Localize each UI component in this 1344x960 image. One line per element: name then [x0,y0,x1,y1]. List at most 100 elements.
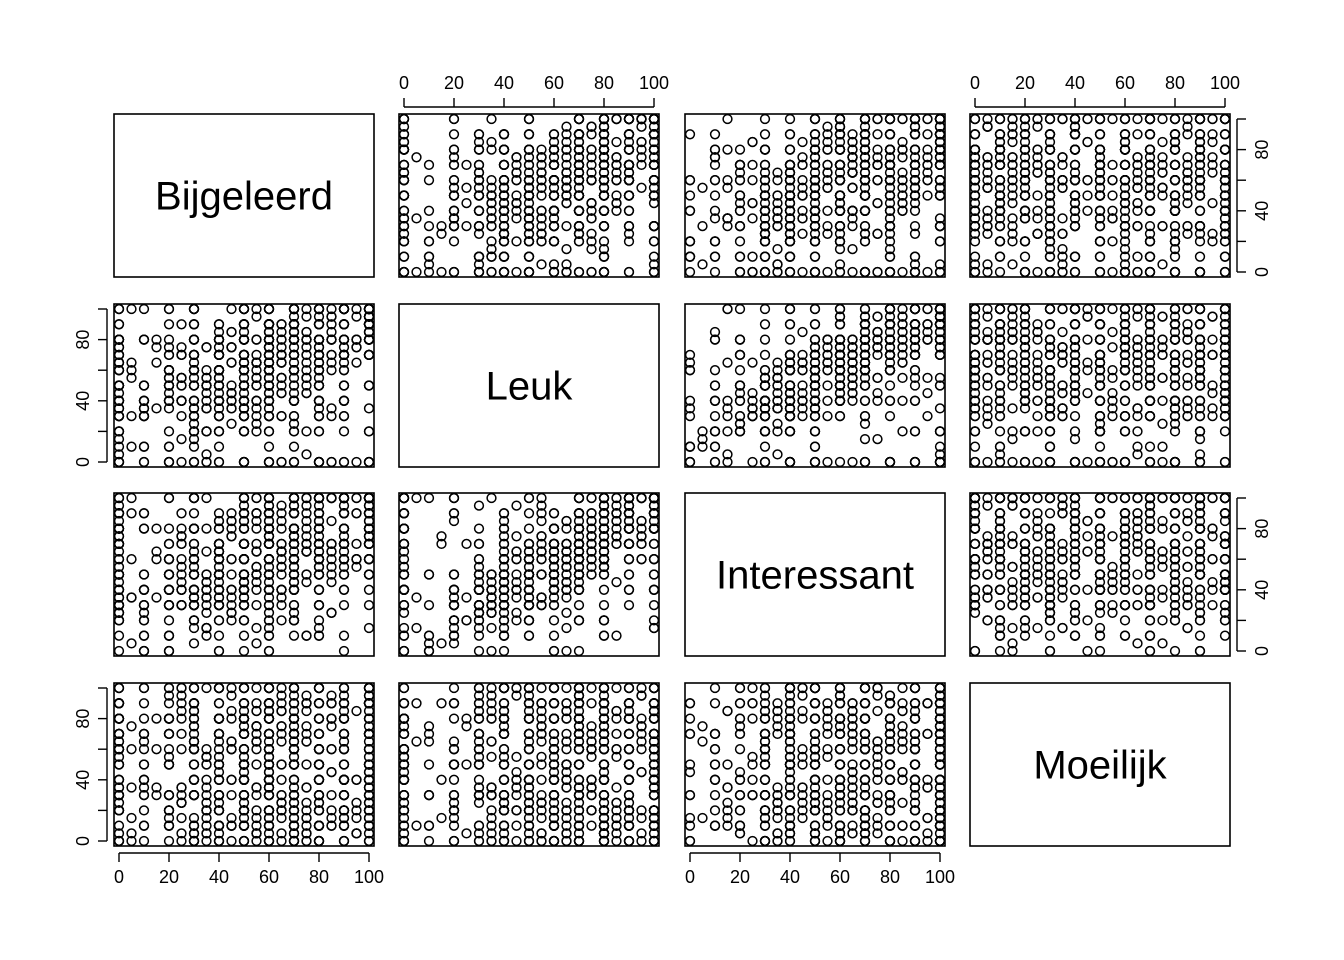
diagonal-panel-bijgeleerd: Bijgeleerd [113,113,375,278]
data-point [648,152,660,163]
data-point [969,113,981,125]
data-point [423,251,435,262]
data-point [398,236,410,247]
data-point [461,197,472,209]
data-point [498,266,510,278]
data-point [722,357,733,368]
data-point [498,220,510,232]
data-point [523,213,535,224]
data-point [473,136,485,148]
data-point [536,190,547,201]
data-point [586,228,597,239]
data-point [784,334,796,345]
data-point [797,326,808,338]
data-point [213,441,225,452]
data-point [1107,303,1118,315]
data-point [511,205,522,216]
data-point [498,129,510,140]
data-point [909,228,921,239]
data-point [138,303,150,315]
data-point [201,426,212,437]
data-point [338,303,350,315]
data-point [872,175,883,186]
data-point [598,159,610,171]
data-point [784,266,796,278]
data-point [1157,395,1168,406]
data-point [188,319,200,330]
data-point [859,395,871,406]
data-point [1132,220,1143,232]
data-point [1019,266,1031,278]
data-point [759,334,771,345]
data-point [1107,159,1118,171]
data-point [548,205,560,216]
data-point [511,175,522,186]
data-point [623,129,635,140]
data-point [498,236,510,247]
data-point [473,251,485,262]
data-point [288,456,300,468]
data-point [994,251,1006,262]
data-point [648,129,660,140]
data-point [859,433,871,445]
data-point [448,220,460,232]
data-point [498,251,510,262]
data-point [1157,418,1168,429]
data-point [623,228,635,239]
data-point [486,197,497,209]
data-point [909,220,921,232]
data-point [586,159,597,171]
data-point [586,167,597,178]
data-point [238,426,250,437]
data-point [994,266,1006,278]
data-point [523,167,535,178]
data-point [648,190,660,201]
data-point [611,175,622,186]
data-point [423,220,435,232]
data-point [536,182,547,193]
data-point [523,220,535,232]
data-point [1057,213,1068,224]
data-point [1144,205,1156,216]
data-point [598,167,610,178]
data-point [486,251,497,262]
data-point [398,144,410,155]
data-point [648,113,660,125]
data-point [213,456,225,468]
data-point [772,243,783,255]
data-point [411,213,422,224]
data-point [536,236,547,247]
data-point [586,213,597,224]
data-point [561,136,572,148]
data-point [138,380,150,391]
data-point [922,129,933,140]
data-point [598,182,610,193]
data-point [897,395,908,406]
data-point [473,144,485,155]
scatter-panel-leuk-vs-interessant [684,303,946,468]
data-point [611,113,622,125]
data-point [784,113,796,125]
data-point [1144,113,1156,125]
data-point [498,197,510,209]
data-point [623,220,635,232]
data-point [398,121,410,132]
data-point [636,113,647,125]
data-point [797,136,808,148]
data-point [1207,113,1218,125]
data-point [822,380,833,391]
data-point [548,175,560,186]
data-point [548,190,560,201]
data-point [263,456,275,468]
data-point [611,136,622,148]
data-point [188,456,200,468]
data-point [398,205,410,216]
data-point [561,129,572,140]
data-point [822,395,833,406]
data-point [709,426,721,437]
data-point [263,303,275,315]
data-point [1007,403,1018,414]
data-point [747,266,758,278]
data-point [784,456,796,468]
